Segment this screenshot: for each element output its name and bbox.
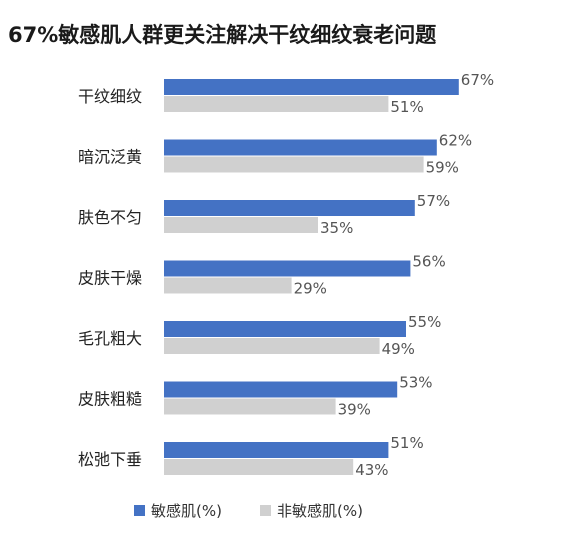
bar-sensitive [164,442,389,458]
bar-sensitive [164,260,411,277]
bar-non-sensitive [164,277,292,294]
bar-non-sensitive [164,459,354,475]
bar-sensitive [164,321,406,337]
legend-swatch [134,505,145,516]
bar-sensitive [164,200,415,216]
data-label: 43% [355,461,388,479]
bar-non-sensitive [164,217,318,233]
data-label: 49% [382,340,415,358]
data-label: 51% [390,434,423,452]
legend-label: 敏感肌(%) [151,502,222,520]
data-label: 55% [408,313,441,331]
legend-label: 非敏感肌(%) [277,502,363,520]
data-label: 56% [412,253,445,271]
bar-sensitive [164,79,459,95]
chart-title: 67%敏感肌人群更关注解决干纹细纹衰老问题 [8,23,437,47]
data-label: 53% [399,374,432,392]
data-label: 62% [439,132,472,150]
legend: 敏感肌(%) 非敏感肌(%) [134,502,363,520]
category-label: 干纹细纹 [78,87,142,106]
bar-non-sensitive [164,96,389,112]
data-label: 29% [294,280,327,298]
category-label: 肤色不匀 [78,208,142,227]
bar-non-sensitive [164,156,424,173]
data-label: 51% [390,98,423,116]
bar-sensitive [164,381,398,398]
category-label: 皮肤干燥 [78,269,142,288]
category-label: 毛孔粗大 [78,329,142,348]
category-label: 暗沉泛黄 [78,148,142,167]
category-label: 皮肤粗糙 [78,390,142,409]
bar-sensitive [164,139,437,156]
bar-non-sensitive [164,338,380,354]
data-label: 39% [338,401,371,419]
bars-layer: 干纹细纹 67% 51% 暗沉泛黄 62% 59% 肤色不匀 57% 35% 皮肤干燥 56% 29%… [78,71,494,479]
bar-non-sensitive [164,398,336,415]
data-label: 67% [461,71,494,89]
data-label: 59% [426,159,459,177]
data-label: 57% [417,192,450,210]
legend-swatch [260,505,271,516]
data-label: 35% [320,219,353,237]
category-label: 松弛下垂 [78,450,142,469]
